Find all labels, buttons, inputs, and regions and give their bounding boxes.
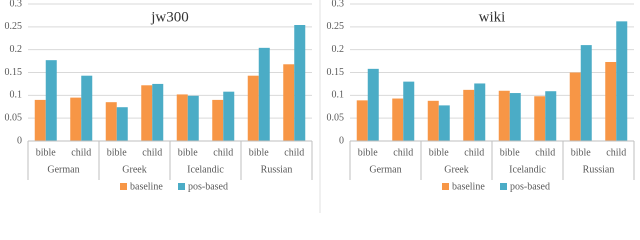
group-label: German bbox=[47, 164, 79, 175]
y-tick-label: 0.3 bbox=[332, 0, 345, 9]
x-tick-label: child bbox=[393, 147, 413, 158]
y-tick-label: 0.1 bbox=[332, 90, 345, 101]
legend-swatch bbox=[120, 183, 127, 190]
group-label: Icelandic bbox=[187, 164, 224, 175]
y-tick-label: 0.15 bbox=[327, 67, 345, 78]
bar bbox=[498, 90, 510, 141]
y-tick-label: 0.05 bbox=[5, 112, 23, 123]
bar bbox=[580, 45, 592, 141]
bar bbox=[534, 96, 546, 141]
chart: 0 0.05 0.1 0.15 0.2 0.25 0.3 jw300 bible child bib… bbox=[5, 0, 313, 192]
x-tick-label: child bbox=[71, 147, 91, 158]
y-tick-label: 0.05 bbox=[327, 112, 345, 123]
x-tick-label: bible bbox=[429, 147, 450, 158]
bar bbox=[81, 75, 93, 141]
legend-label: baseline bbox=[452, 181, 485, 192]
x-tick-label: child bbox=[142, 147, 162, 158]
bar bbox=[34, 99, 46, 141]
bar bbox=[152, 83, 164, 141]
group-label: Russian bbox=[583, 164, 615, 175]
group-label: Greek bbox=[444, 164, 468, 175]
bar bbox=[141, 85, 153, 141]
x-tick-label: bible bbox=[249, 147, 270, 158]
bar bbox=[438, 105, 450, 141]
y-tick-label: 0.2 bbox=[10, 44, 23, 55]
y-tick-label: 0.1 bbox=[10, 90, 23, 101]
bar bbox=[283, 64, 295, 141]
bar bbox=[176, 94, 188, 141]
group-label: Icelandic bbox=[509, 164, 546, 175]
bar bbox=[427, 100, 439, 141]
x-tick-label: child bbox=[606, 147, 626, 158]
chart: 0 0.05 0.1 0.15 0.2 0.25 0.3 wiki bible child bibl… bbox=[327, 0, 635, 192]
bar bbox=[223, 91, 235, 141]
legend-swatch bbox=[178, 183, 185, 190]
bar bbox=[545, 91, 557, 141]
legend-label: pos-based bbox=[510, 181, 550, 192]
bar bbox=[605, 61, 617, 141]
legend-label: pos-based bbox=[188, 181, 228, 192]
x-tick-label: bible bbox=[500, 147, 521, 158]
bar bbox=[474, 83, 486, 141]
x-tick-label: child bbox=[213, 147, 233, 158]
group-label: Greek bbox=[122, 164, 146, 175]
x-tick-label: bible bbox=[36, 147, 57, 158]
group-label: Russian bbox=[261, 164, 293, 175]
x-tick-label: bible bbox=[178, 147, 199, 158]
bar bbox=[569, 72, 581, 141]
y-tick-label: 0 bbox=[17, 135, 22, 146]
x-tick-label: child bbox=[464, 147, 484, 158]
y-tick-label: 0 bbox=[339, 135, 344, 146]
y-tick-label: 0.25 bbox=[5, 21, 23, 32]
chart-title: jw300 bbox=[150, 9, 189, 25]
bar bbox=[294, 25, 306, 141]
chart-title: wiki bbox=[479, 9, 506, 25]
legend-swatch bbox=[500, 183, 507, 190]
bar bbox=[247, 75, 259, 141]
bar bbox=[70, 97, 82, 141]
x-tick-label: bible bbox=[571, 147, 592, 158]
legend-swatch bbox=[442, 183, 449, 190]
x-tick-label: bible bbox=[358, 147, 379, 158]
bar bbox=[212, 99, 224, 141]
bar bbox=[367, 68, 379, 141]
bar bbox=[403, 81, 415, 141]
legend-label: baseline bbox=[130, 181, 163, 192]
y-tick-label: 0.25 bbox=[327, 21, 345, 32]
bar bbox=[463, 89, 475, 141]
bar bbox=[258, 47, 270, 142]
bar bbox=[356, 100, 368, 141]
bar bbox=[616, 21, 628, 141]
bar bbox=[105, 102, 117, 141]
y-tick-label: 0.2 bbox=[332, 44, 345, 55]
x-tick-label: bible bbox=[107, 147, 128, 158]
bar bbox=[392, 98, 404, 141]
group-label: German bbox=[369, 164, 401, 175]
bar bbox=[45, 60, 57, 141]
bar bbox=[509, 93, 521, 141]
x-tick-label: child bbox=[535, 147, 555, 158]
figure: 0 0.05 0.1 0.15 0.2 0.25 0.3 jw300 bible child bib… bbox=[5, 0, 635, 213]
y-tick-label: 0.3 bbox=[10, 0, 23, 9]
x-tick-label: child bbox=[284, 147, 304, 158]
y-tick-label: 0.15 bbox=[5, 67, 23, 78]
bar bbox=[116, 107, 128, 141]
bar bbox=[187, 95, 199, 141]
